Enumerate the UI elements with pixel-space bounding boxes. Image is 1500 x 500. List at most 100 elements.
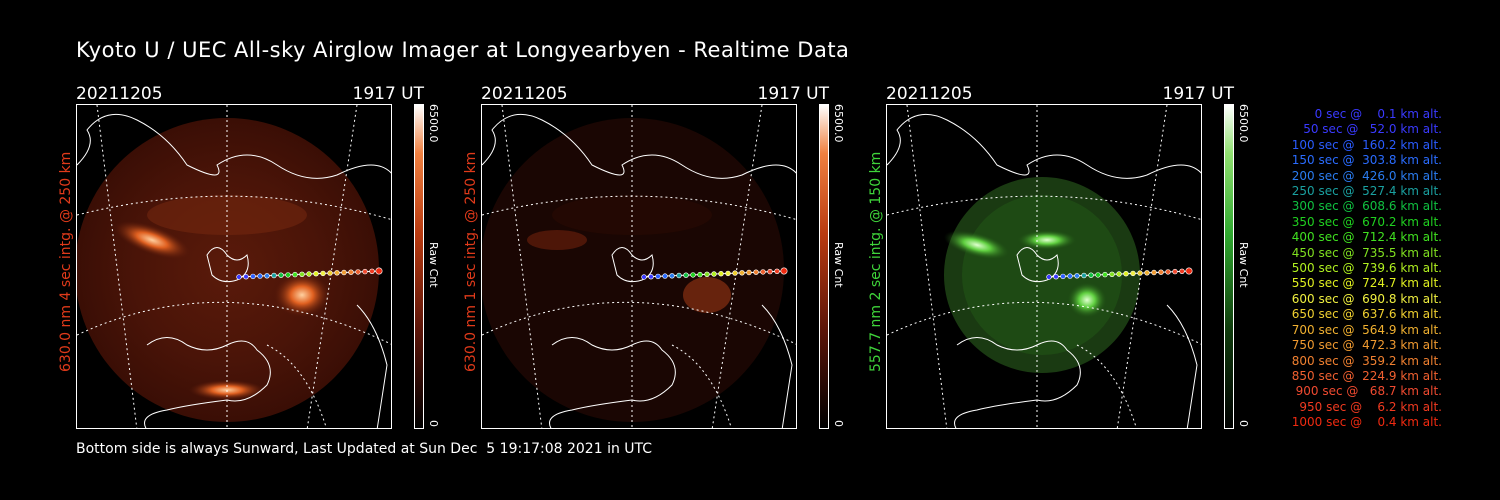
trajectory-dot — [676, 272, 682, 279]
trajectory-dot — [641, 274, 647, 280]
trajectory-dot — [327, 270, 333, 276]
legend-row: 700 sec @ 564.9 km alt. — [1287, 322, 1442, 337]
trajectory-dot — [704, 271, 710, 278]
trajectory-dot — [292, 271, 298, 278]
legend-row: 900 sec @ 68.7 km alt. — [1291, 384, 1442, 399]
trajectory-dot — [1046, 274, 1052, 280]
legend-row: 350 sec @ 670.2 km alt. — [1287, 214, 1442, 229]
trajectory-dot — [1165, 269, 1171, 275]
colorbar — [1224, 104, 1234, 429]
trajectory-dot — [341, 269, 347, 276]
panel-time: 1917 UT — [757, 84, 830, 104]
panel-time: 1917 UT — [352, 84, 425, 104]
trajectory-dot — [1144, 270, 1150, 276]
legend-row: 0 sec @ 0.1 km alt. — [1303, 107, 1442, 121]
trajectory-dot — [1130, 270, 1136, 277]
panel-date: 20211205 — [481, 84, 568, 104]
legend-row: 650 sec @ 637.6 km alt. — [1287, 307, 1442, 322]
trajectory-dots — [1046, 267, 1193, 280]
panel-date: 20211205 — [886, 84, 973, 104]
legend-row: 550 sec @ 724.7 km alt. — [1287, 276, 1442, 291]
colorbar-unit-label: Raw Cnt — [832, 242, 845, 288]
trajectory-dot — [1172, 268, 1178, 275]
image-panel-630nm-1sec: 20211205 1917 UT — [481, 84, 829, 429]
trajectory-dot — [1123, 271, 1129, 277]
colorbar-max-label: 6500.0 — [427, 104, 440, 143]
trajectory-dot — [264, 273, 270, 279]
trajectory-dot — [299, 271, 305, 278]
allsky-image[interactable] — [76, 104, 392, 429]
trajectory-dot — [1137, 270, 1143, 276]
trajectory-dot — [236, 274, 242, 280]
trajectory-dot — [243, 274, 249, 280]
trajectory-dot — [1102, 271, 1108, 278]
trajectory-dot — [306, 271, 312, 277]
legend-row: 600 sec @ 690.8 km alt. — [1287, 291, 1442, 306]
trajectory-dot — [250, 273, 256, 280]
trajectory-dot — [278, 272, 284, 278]
trajectory-dot — [313, 271, 319, 277]
trajectory-dot — [1081, 272, 1087, 279]
trajectory-dot — [334, 270, 340, 276]
legend-row: 200 sec @ 426.0 km alt. — [1287, 168, 1442, 183]
trajectory-dot — [655, 273, 661, 280]
trajectory-dot — [1158, 269, 1164, 275]
trajectory-dot — [362, 268, 368, 275]
trajectory-dot — [746, 269, 752, 276]
legend-row: 800 sec @ 359.2 km alt. — [1287, 353, 1442, 368]
allsky-image[interactable] — [481, 104, 797, 429]
trajectory-dot — [662, 273, 668, 279]
image-panel-557nm-2sec: 20211205 1917 UT — [886, 84, 1234, 429]
y-axis-label: 557.7 nm 2 sec intg. @ 150 km — [868, 151, 884, 372]
colorbar-min-label: 0 — [427, 420, 440, 427]
legend-row: 300 sec @ 608.6 km alt. — [1287, 199, 1442, 214]
legend-row: 1000 sec @ 0.4 km alt. — [1291, 415, 1442, 430]
trajectory-dot — [320, 270, 326, 277]
colorbar-max-label: 6500.0 — [832, 104, 845, 143]
trajectory-dot — [780, 267, 788, 275]
legend-row: 500 sec @ 739.6 km alt. — [1287, 261, 1442, 276]
trajectory-dot — [669, 273, 675, 279]
trajectory-dot — [732, 270, 738, 276]
legend-row: 750 sec @ 472.3 km alt. — [1287, 338, 1442, 353]
legend-row: 50 sec @ 52.0 km alt. — [1295, 122, 1442, 137]
legend-row: 150 sec @ 303.8 km alt. — [1287, 153, 1442, 168]
trajectory-dot — [1074, 273, 1080, 279]
trajectory-dot — [1053, 274, 1059, 280]
trajectory-dot — [774, 268, 780, 275]
trajectory-dot — [1060, 273, 1066, 280]
trajectory-dot — [760, 269, 766, 275]
trajectory-dot — [753, 269, 759, 275]
colorbar-min-label: 0 — [832, 420, 845, 427]
trajectory-dot — [271, 272, 277, 279]
legend-row: 850 sec @ 224.9 km alt. — [1287, 368, 1442, 383]
footer-status: Bottom side is always Sunward, Last Upda… — [76, 441, 653, 457]
trajectory-dot — [1116, 271, 1122, 277]
colorbar-max-label: 6500.0 — [1237, 104, 1250, 143]
y-axis-label: 630.0 nm 4 sec intg. @ 250 km — [58, 151, 74, 372]
legend-row: 400 sec @ 712.4 km alt. — [1287, 230, 1442, 245]
trajectory-dot — [648, 274, 654, 280]
trajectory-dot — [739, 270, 745, 276]
colorbar-min-label: 0 — [1237, 420, 1250, 427]
trajectory-dots — [236, 267, 383, 280]
trajectory-dot — [697, 271, 703, 278]
panel-date: 20211205 — [76, 84, 163, 104]
trajectory-dot — [690, 272, 696, 278]
legend-row: 100 sec @ 160.2 km alt. — [1287, 137, 1442, 152]
colorbar-unit-label: Raw Cnt — [1237, 242, 1250, 288]
trajectory-dot — [355, 269, 361, 275]
trajectory-dot — [1067, 273, 1073, 279]
colorbar-unit-label: Raw Cnt — [427, 242, 440, 288]
trajectory-dot — [683, 272, 689, 278]
allsky-image[interactable] — [886, 104, 1202, 429]
trajectory-dot — [767, 268, 773, 275]
trajectory-dot — [718, 271, 724, 277]
trajectory-dot — [1088, 272, 1094, 278]
colorbar — [819, 104, 829, 429]
trajectory-dot — [711, 271, 717, 277]
trajectory-dot — [725, 270, 731, 277]
legend-row: 950 sec @ 6.2 km alt. — [1295, 399, 1442, 414]
colorbar — [414, 104, 424, 429]
legend-row: 250 sec @ 527.4 km alt. — [1287, 184, 1442, 199]
